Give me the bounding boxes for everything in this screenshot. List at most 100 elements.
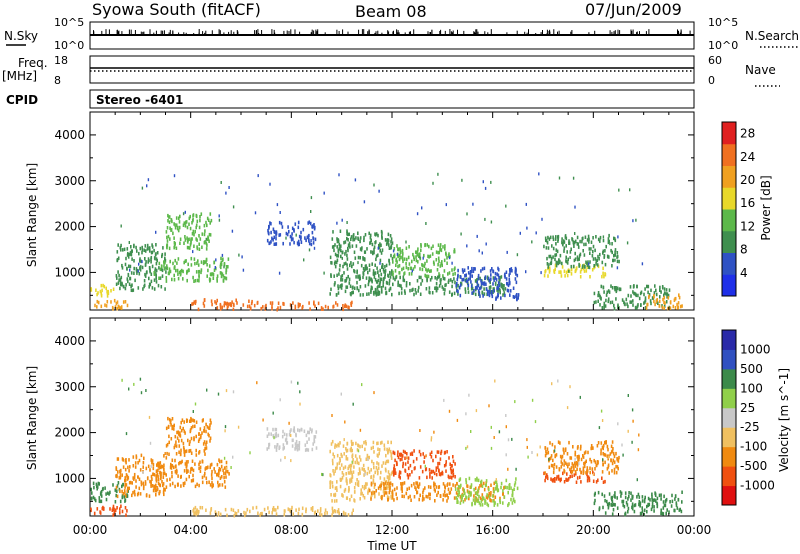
data-cell bbox=[185, 449, 188, 453]
data-cell bbox=[208, 433, 210, 438]
data-cell bbox=[155, 272, 157, 276]
data-cell bbox=[620, 491, 623, 495]
data-cell bbox=[576, 255, 579, 259]
data-cell bbox=[232, 307, 235, 311]
data-cell bbox=[275, 508, 277, 512]
data-cell bbox=[415, 258, 418, 263]
data-cell bbox=[394, 458, 396, 463]
data-cell bbox=[514, 481, 517, 485]
data-cell bbox=[112, 513, 114, 517]
data-cell bbox=[554, 453, 557, 458]
data-cell bbox=[402, 259, 404, 264]
data-cell bbox=[654, 491, 656, 495]
nsky-tick-top: 10^5 bbox=[54, 16, 84, 29]
data-cell bbox=[339, 484, 342, 489]
power-colorbar-frame bbox=[721, 121, 737, 297]
data-cell bbox=[449, 466, 452, 471]
data-cell bbox=[660, 290, 662, 294]
data-cell bbox=[199, 469, 202, 473]
velocity-colorbar-segment bbox=[722, 349, 736, 370]
data-cell bbox=[180, 269, 182, 274]
data-cell bbox=[439, 472, 442, 477]
data-cell bbox=[151, 264, 154, 269]
data-cell bbox=[640, 303, 642, 307]
data-cell bbox=[459, 495, 462, 499]
data-cell bbox=[281, 434, 284, 439]
data-cell bbox=[275, 242, 278, 246]
data-cell bbox=[665, 499, 667, 503]
data-cell bbox=[394, 468, 396, 472]
data-cell bbox=[415, 457, 418, 461]
data-cell bbox=[362, 493, 365, 498]
data-cell bbox=[219, 476, 222, 480]
data-cell bbox=[606, 454, 609, 458]
data-cell bbox=[364, 484, 366, 489]
data-cell bbox=[598, 257, 600, 261]
data-cell bbox=[234, 511, 236, 515]
data-cell bbox=[468, 494, 470, 498]
data-cell bbox=[196, 219, 199, 224]
data-cell bbox=[492, 276, 495, 280]
data-cell bbox=[358, 467, 361, 471]
data-cell bbox=[134, 461, 137, 465]
data-cell bbox=[344, 252, 346, 256]
data-cell bbox=[158, 276, 161, 280]
data-cell bbox=[378, 448, 381, 452]
data-cell bbox=[587, 234, 590, 239]
data-cell bbox=[150, 255, 153, 260]
data-cell bbox=[641, 509, 644, 514]
data-cell bbox=[173, 465, 175, 470]
data-cell bbox=[156, 473, 159, 477]
data-cell bbox=[476, 492, 479, 496]
data-cell bbox=[402, 449, 405, 454]
data-cell bbox=[344, 420, 346, 424]
data-cell bbox=[603, 304, 605, 308]
data-cell bbox=[335, 466, 337, 471]
data-cell bbox=[275, 427, 278, 432]
data-cell bbox=[345, 276, 348, 281]
data-cell bbox=[340, 392, 342, 396]
data-cell bbox=[336, 273, 338, 278]
data-cell bbox=[446, 450, 448, 454]
data-cell bbox=[610, 458, 612, 462]
data-cell bbox=[657, 301, 659, 305]
data-cell bbox=[445, 469, 447, 473]
data-cell bbox=[607, 299, 610, 304]
data-cell bbox=[586, 265, 588, 270]
data-cell bbox=[183, 447, 185, 452]
data-cell bbox=[310, 196, 313, 200]
data-cell bbox=[615, 286, 617, 290]
data-cell bbox=[515, 467, 517, 471]
data-cell bbox=[175, 452, 178, 456]
velocity-colorbar-tick: -1000 bbox=[740, 479, 775, 493]
data-cell bbox=[557, 234, 560, 239]
data-cell bbox=[430, 470, 433, 474]
data-cell bbox=[458, 478, 461, 482]
data-cell bbox=[403, 289, 406, 293]
data-cell bbox=[332, 461, 334, 466]
data-cell bbox=[606, 502, 609, 507]
data-cell bbox=[423, 264, 426, 268]
data-cell bbox=[336, 303, 339, 307]
data-cell bbox=[595, 300, 597, 304]
data-cell bbox=[188, 442, 191, 446]
data-cell bbox=[298, 242, 300, 246]
data-cell bbox=[675, 501, 678, 505]
data-cell bbox=[356, 286, 359, 291]
data-cell bbox=[583, 451, 586, 455]
data-cell bbox=[184, 481, 186, 485]
data-cell bbox=[106, 491, 109, 495]
data-cell bbox=[139, 268, 142, 272]
data-cell bbox=[399, 275, 401, 280]
data-cell bbox=[660, 511, 662, 516]
data-cell bbox=[549, 441, 551, 445]
data-cell bbox=[481, 251, 483, 255]
data-cell bbox=[391, 470, 393, 475]
data-cell bbox=[567, 477, 570, 481]
data-cell bbox=[120, 275, 123, 280]
data-cell bbox=[427, 495, 429, 499]
data-cell bbox=[237, 509, 240, 513]
data-cell bbox=[210, 299, 213, 303]
data-cell bbox=[457, 493, 459, 498]
data-cell bbox=[90, 496, 93, 501]
